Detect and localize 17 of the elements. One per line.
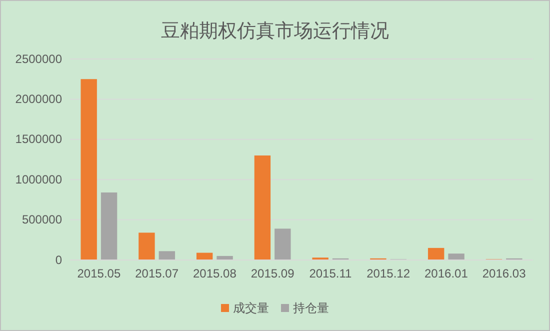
y-tick-label: 500000	[22, 212, 62, 227]
y-tick-label: 1000000	[15, 172, 62, 186]
legend-label: 持仓量	[293, 301, 329, 315]
x-tick-label: 2015.07	[135, 266, 179, 281]
x-tick-label: 2015.09	[250, 266, 295, 281]
x-tick-label: 2015.08	[192, 266, 237, 281]
chart-title: 豆粕期权仿真市场运行情况	[161, 20, 389, 42]
y-tick-label: 2000000	[15, 92, 62, 106]
x-tick-label: 2015.12	[366, 266, 410, 281]
x-tick-label: 2016.03	[482, 266, 526, 281]
x-tick-label: 2015.11	[309, 266, 352, 281]
y-tick-label: 0	[55, 252, 62, 267]
y-tick-label: 2500000	[15, 52, 62, 66]
y-tick-label: 1500000	[15, 132, 62, 146]
legend-label: 成交量	[233, 301, 269, 315]
x-tick-label: 2016.01	[424, 266, 468, 281]
x-tick-label: 2015.05	[77, 266, 121, 281]
